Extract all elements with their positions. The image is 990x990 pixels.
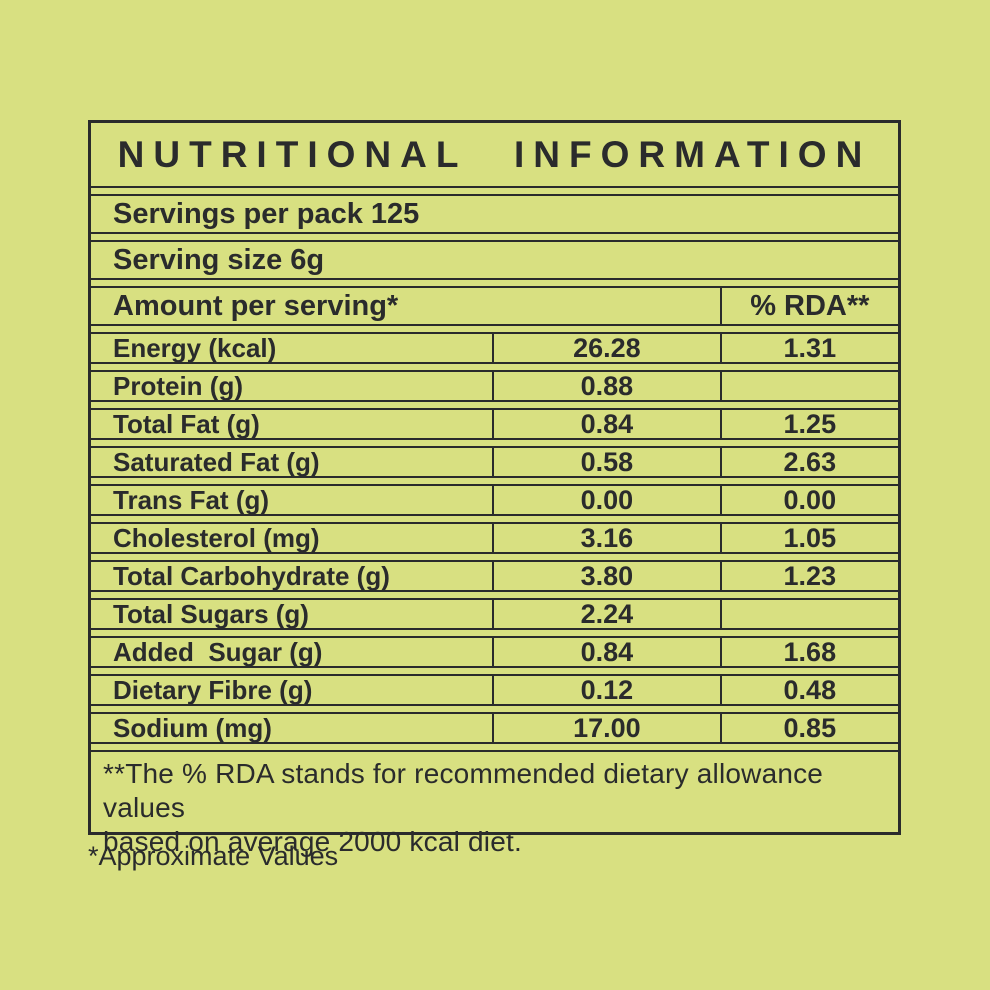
nutrient-value: 0.12 bbox=[492, 675, 720, 705]
nutrient-label: Energy (kcal) bbox=[113, 332, 277, 363]
title-row: NUTRITIONAL INFORMATION bbox=[91, 123, 898, 188]
nutrient-value: 0.84 bbox=[492, 637, 720, 667]
serving-size-row: Serving size 6g bbox=[91, 240, 898, 280]
nutrient-rda: 0.00 bbox=[719, 485, 898, 515]
nutrient-value: 3.80 bbox=[492, 561, 720, 591]
nutrient-rda: 0.48 bbox=[719, 675, 898, 705]
nutrient-value: 3.16 bbox=[492, 523, 720, 553]
servings-per-pack-row: Servings per pack 125 bbox=[91, 194, 898, 234]
nutrient-value: 0.88 bbox=[492, 371, 720, 401]
nutrition-table: NUTRITIONAL INFORMATION Servings per pac… bbox=[88, 120, 901, 857]
nutrient-value: 0.84 bbox=[492, 409, 720, 439]
serving-size-text: Serving size 6g bbox=[113, 243, 325, 276]
nutrient-rda: 1.68 bbox=[719, 637, 898, 667]
row-cholesterol: Cholesterol (mg) 3.16 1.05 bbox=[91, 522, 898, 554]
nutrient-label: Trans Fat (g) bbox=[113, 484, 270, 515]
nutrient-value: 2.24 bbox=[492, 599, 720, 629]
nutrient-value: 17.00 bbox=[492, 713, 720, 743]
rda-header: % RDA** bbox=[719, 288, 898, 324]
row-dietary-fibre: Dietary Fibre (g) 0.12 0.48 bbox=[91, 674, 898, 706]
nutrient-label: Protein (g) bbox=[113, 370, 243, 401]
rda-footnote-line2: based on average 2000 kcal diet. bbox=[103, 826, 522, 857]
rda-footnote-line1: **The % RDA stands for recommended dieta… bbox=[103, 758, 824, 823]
nutrient-value: 26.28 bbox=[492, 333, 720, 363]
nutrient-label: Cholesterol (mg) bbox=[113, 522, 320, 553]
nutrient-rda bbox=[719, 600, 898, 628]
amount-per-serving-header: Amount per serving* bbox=[113, 289, 399, 322]
nutrient-rda: 1.25 bbox=[719, 409, 898, 439]
row-protein: Protein (g) 0.88 bbox=[91, 370, 898, 402]
approximate-values-note: *Approximate Values bbox=[88, 841, 339, 871]
nutrient-label: Total Sugars (g) bbox=[113, 598, 309, 629]
nutrient-label: Total Fat (g) bbox=[113, 408, 260, 439]
rda-footnote: **The % RDA stands for recommended dieta… bbox=[91, 750, 898, 859]
page-title: NUTRITIONAL INFORMATION bbox=[117, 133, 872, 175]
nutrient-rda bbox=[719, 372, 898, 400]
row-total-carbohydrate: Total Carbohydrate (g) 3.80 1.23 bbox=[91, 560, 898, 592]
nutrient-rda: 2.63 bbox=[719, 447, 898, 477]
nutrient-rda: 0.85 bbox=[719, 713, 898, 743]
nutrient-label: Saturated Fat (g) bbox=[113, 446, 320, 477]
nutrient-value: 0.58 bbox=[492, 447, 720, 477]
nutrient-label: Sodium (mg) bbox=[113, 712, 272, 743]
nutrient-label: Dietary Fibre (g) bbox=[113, 674, 313, 705]
nutrient-label: Added Sugar (g) bbox=[113, 636, 323, 667]
nutrient-value: 0.00 bbox=[492, 485, 720, 515]
nutrient-rda: 1.23 bbox=[719, 561, 898, 591]
servings-per-pack-text: Servings per pack 125 bbox=[113, 197, 420, 230]
row-total-fat: Total Fat (g) 0.84 1.25 bbox=[91, 408, 898, 440]
column-header-row: Amount per serving* % RDA** bbox=[91, 286, 898, 326]
nutrient-label: Total Carbohydrate (g) bbox=[113, 560, 390, 591]
row-saturated-fat: Saturated Fat (g) 0.58 2.63 bbox=[91, 446, 898, 478]
row-sodium: Sodium (mg) 17.00 0.85 bbox=[91, 712, 898, 744]
row-total-sugars: Total Sugars (g) 2.24 bbox=[91, 598, 898, 630]
row-added-sugar: Added Sugar (g) 0.84 1.68 bbox=[91, 636, 898, 668]
nutrient-rda: 1.31 bbox=[719, 333, 898, 363]
nutrient-rda: 1.05 bbox=[719, 523, 898, 553]
row-trans-fat: Trans Fat (g) 0.00 0.00 bbox=[91, 484, 898, 516]
row-energy: Energy (kcal) 26.28 1.31 bbox=[91, 332, 898, 364]
